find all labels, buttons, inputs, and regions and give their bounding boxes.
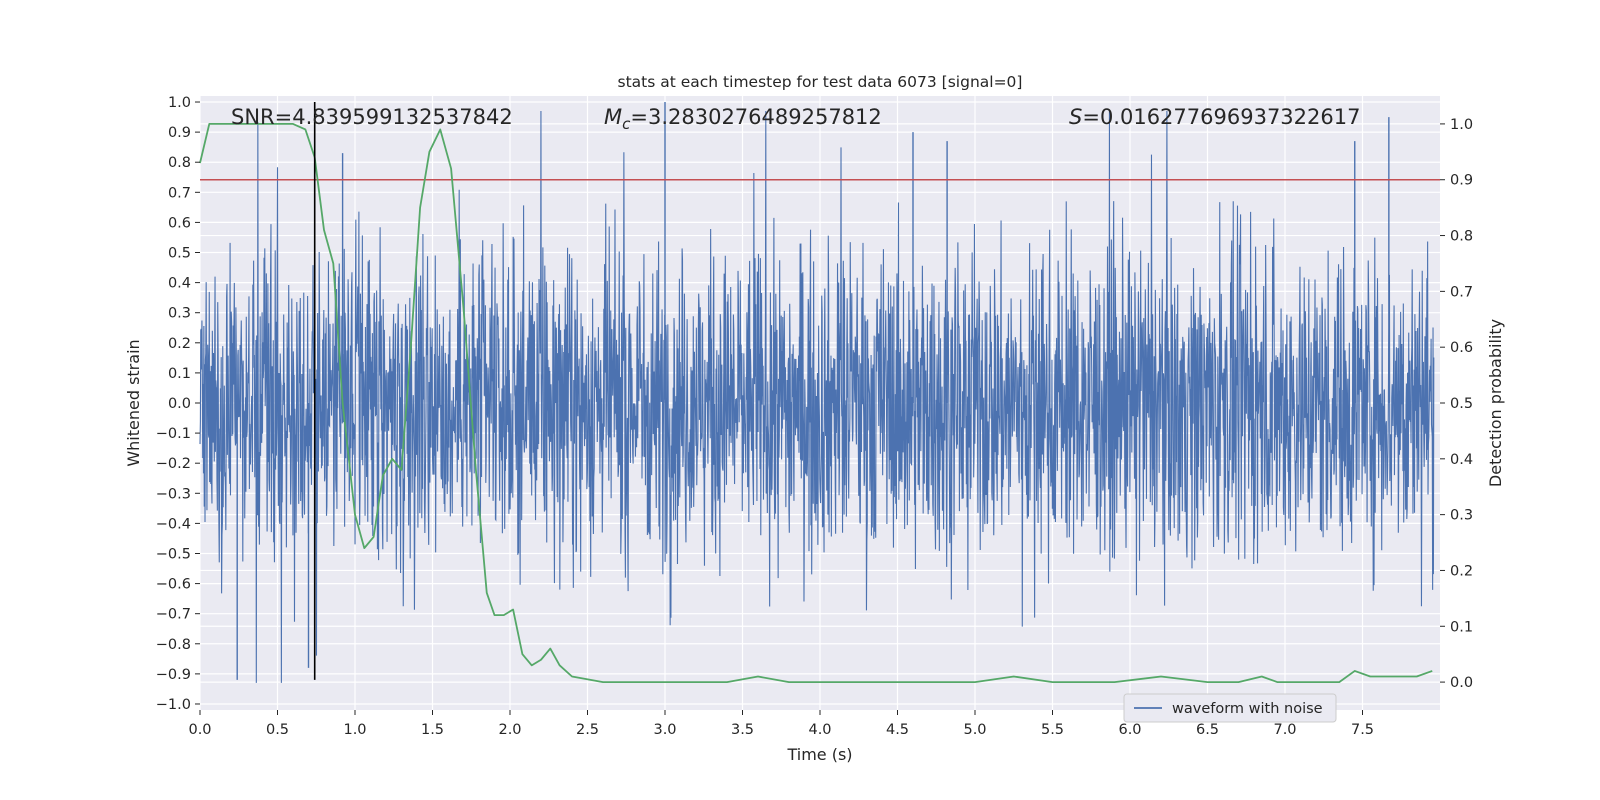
waveform-path — [199, 111, 1435, 683]
snr-annotation: SNR=4.839599132537842 — [231, 105, 513, 129]
probability-series — [199, 123, 1433, 683]
s-annotation: S=0.016277696937322617 — [1069, 105, 1360, 129]
probability-path — [199, 123, 1433, 683]
y2-tick-label: 0.5 — [1450, 396, 1473, 412]
y-tick-label: −0.3 — [156, 486, 191, 502]
y-tick-label: −0.8 — [156, 637, 191, 653]
y2-axis-label: Detection probability — [1486, 319, 1505, 487]
x-axis-ticks: 0.0 0.5 1.0 1.5 2.0 2.5 3.0 3.5 4.0 4.5 5.0 5.5 6.0 6… — [188, 710, 1374, 738]
y-tick-label: 1.0 — [168, 95, 191, 111]
y-tick-label: 0.6 — [168, 215, 191, 231]
y-tick-label: −0.4 — [156, 516, 191, 532]
x-tick-label: 2.5 — [576, 722, 599, 738]
waveform-series — [199, 102, 1435, 683]
y-tick-label: −0.1 — [156, 426, 191, 442]
y-tick-label: −0.9 — [156, 667, 191, 683]
x-tick-label: 4.5 — [886, 722, 909, 738]
y-tick-label: 0.4 — [168, 276, 191, 292]
y2-tick-label: 0.2 — [1450, 563, 1473, 579]
y-tick-label: 0.3 — [168, 306, 191, 322]
y-axis-ticks: 1.0 0.9 0.8 0.7 0.6 0.5 0.4 0.3 0.2 0.1 0.0 −0.1 −0.… — [156, 95, 200, 713]
x-tick-label: 7.5 — [1351, 722, 1374, 738]
x-axis-label: Time (s) — [786, 745, 852, 764]
y-axis-label: Whitened strain — [124, 339, 143, 466]
y2-tick-label: 0.8 — [1450, 229, 1473, 245]
y2-tick-label: 0.7 — [1450, 284, 1473, 300]
y-tick-label: 0.7 — [168, 185, 191, 201]
y2-tick-label: 0.0 — [1450, 675, 1473, 691]
x-tick-label: 0.0 — [188, 722, 211, 738]
legend-box — [1123, 693, 1337, 723]
y-tick-label: −0.6 — [156, 577, 191, 593]
legend: waveform with noise — [1123, 693, 1337, 723]
chart-title: stats at each timestep for test data 607… — [618, 73, 1023, 91]
x-tick-label: 6.0 — [1118, 722, 1141, 738]
y-tick-label: −0.2 — [156, 456, 191, 472]
y-tick-label: −0.5 — [156, 546, 191, 562]
y-tick-label: 0.5 — [168, 246, 191, 262]
y-tick-label: 0.1 — [168, 366, 191, 382]
y2-tick-label: 0.1 — [1450, 619, 1473, 635]
legend-label: waveform with noise — [1172, 701, 1323, 717]
x-tick-label: 3.5 — [731, 722, 754, 738]
y-tick-label: 0.2 — [168, 336, 191, 352]
y2-tick-label: 0.9 — [1450, 173, 1473, 189]
x-tick-label: 5.5 — [1041, 722, 1064, 738]
y2-tick-label: 0.3 — [1450, 508, 1473, 524]
y2-axis-ticks: 1.0 0.9 0.8 0.7 0.6 0.5 0.4 0.3 0.2 0.1 0.0 — [1440, 117, 1473, 691]
y-tick-label: −0.7 — [156, 607, 191, 623]
x-tick-label: 7.0 — [1273, 722, 1296, 738]
y-tick-label: −1.0 — [156, 697, 191, 713]
y2-tick-label: 0.6 — [1450, 340, 1473, 356]
x-tick-label: 0.5 — [266, 722, 289, 738]
y-tick-label: 0.9 — [168, 125, 191, 141]
y2-tick-label: 0.4 — [1450, 452, 1473, 468]
x-tick-label: 4.0 — [808, 722, 831, 738]
y-tick-label: 0.8 — [168, 155, 191, 171]
chirp-mass-annotation: Mc=3.2830276489257812 — [604, 105, 882, 133]
y2-tick-label: 1.0 — [1450, 117, 1473, 133]
x-tick-label: 5.0 — [963, 722, 986, 738]
x-tick-label: 2.0 — [498, 722, 521, 738]
x-tick-label: 1.5 — [421, 722, 444, 738]
x-tick-label: 1.0 — [343, 722, 366, 738]
y-tick-label: 0.0 — [168, 396, 191, 412]
x-tick-label: 6.5 — [1196, 722, 1219, 738]
x-tick-label: 3.0 — [653, 722, 676, 738]
